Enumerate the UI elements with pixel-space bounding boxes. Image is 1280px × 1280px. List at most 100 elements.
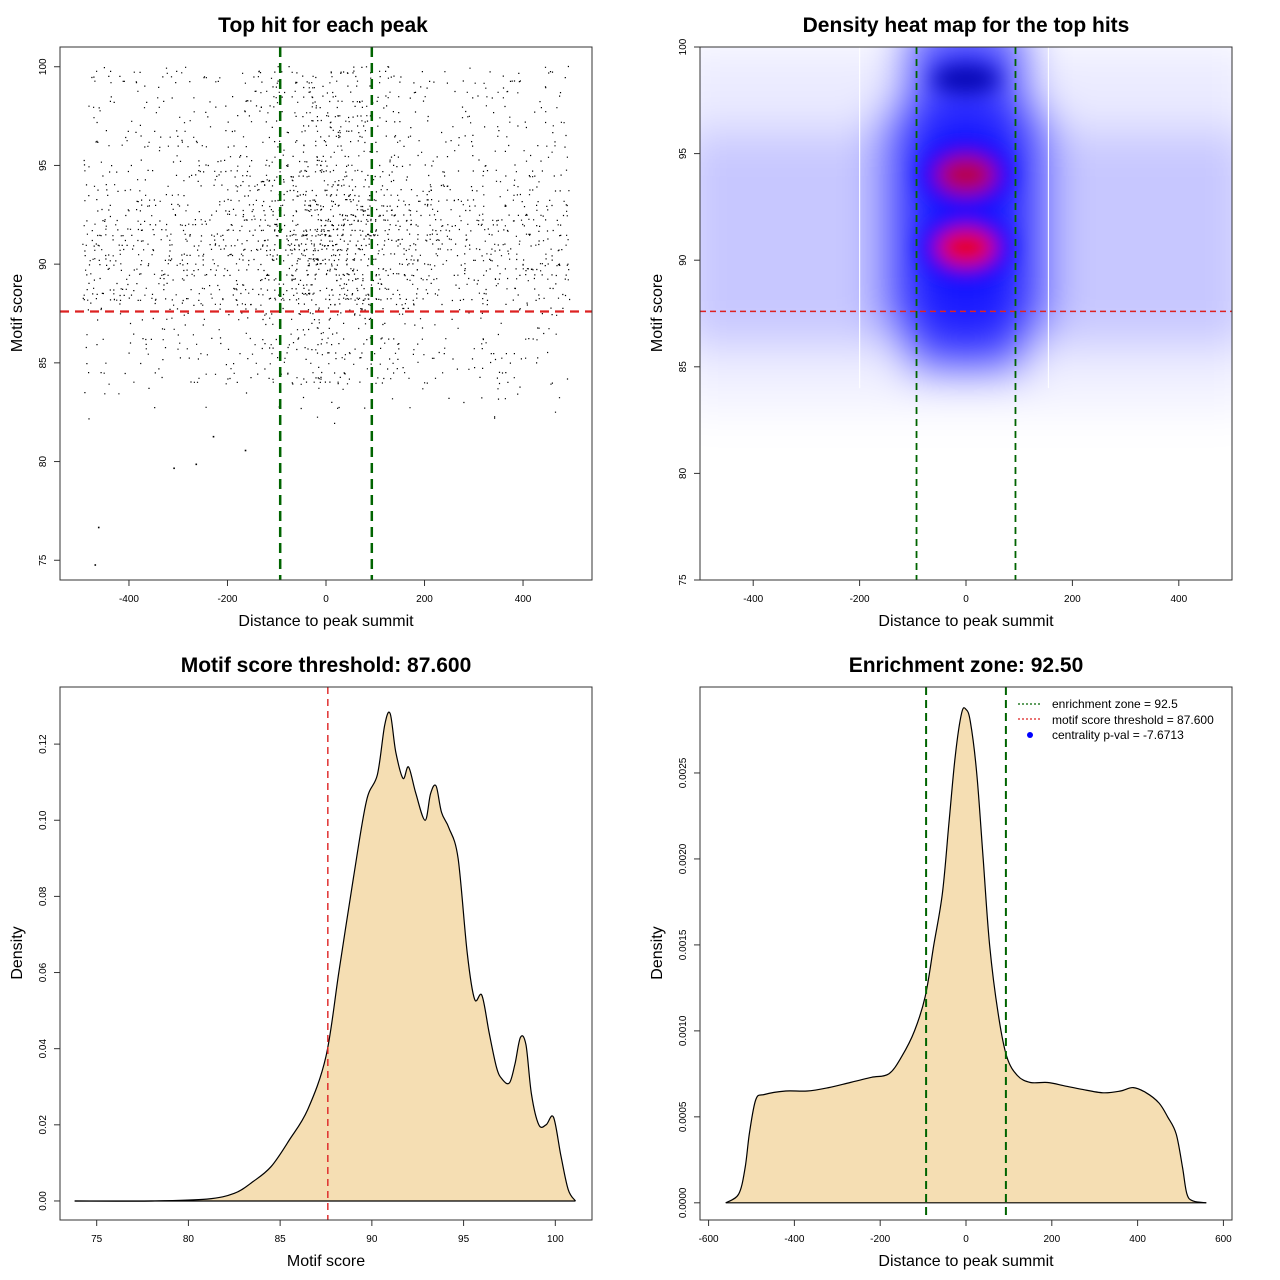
y-tick-label: 0.02: [38, 1115, 49, 1135]
scatter-panel: Top hit for each peak -400 -200 0 200 400 75…: [9, 14, 593, 630]
y-tick-label: 0.04: [38, 1039, 49, 1059]
scatter-y-label: Motif score: [9, 274, 26, 352]
x-tick-label: -400: [784, 1234, 804, 1245]
density-curve: [74, 711, 577, 1202]
scatter-points: [82, 65, 571, 566]
y-tick-label: 0.12: [38, 734, 49, 754]
x-tick-label: 95: [458, 1234, 470, 1245]
heatmap-y-ticks: 75 80 85 90 95 100: [678, 38, 700, 586]
x-tick-label: 200: [1064, 594, 1081, 605]
scatter-title: Top hit for each peak: [218, 14, 428, 37]
x-tick-label: 0: [323, 594, 329, 605]
legend-enrichment-label: enrichment zone = 92.5: [1052, 697, 1178, 711]
x-tick-label: -400: [743, 594, 763, 605]
x-tick-label: -600: [699, 1234, 719, 1245]
distance-density-legend: enrichment zone = 92.5 motif score thres…: [1018, 697, 1214, 742]
y-tick-label: 90: [678, 254, 689, 266]
score-density-x-ticks: 75 80 85 90 95 100: [91, 1220, 564, 1245]
score-density-x-label: Motif score: [287, 1253, 365, 1270]
y-tick-label: 80: [678, 467, 689, 479]
y-tick-label: 80: [38, 456, 49, 468]
y-tick-label: 95: [38, 159, 49, 171]
scatter-outlier-point: [195, 463, 198, 466]
legend-pval-label: centrality p-val = -7.6713: [1052, 728, 1184, 742]
x-tick-label: 200: [1043, 1234, 1060, 1245]
scatter-outlier-point: [212, 435, 215, 438]
heatmap-y-label: Motif score: [649, 274, 666, 352]
y-tick-label: 100: [38, 58, 49, 75]
x-tick-label: 400: [1129, 1234, 1146, 1245]
score-density-y-label: Density: [9, 926, 26, 979]
scatter-outlier-point: [173, 467, 175, 470]
scatter-x-label: Distance to peak summit: [238, 613, 414, 630]
score-density-y-ticks: 0.00 0.02 0.04 0.06 0.08 0.10 0.12: [38, 734, 60, 1211]
legend-threshold-label: motif score threshold = 87.600: [1052, 713, 1214, 727]
scatter-outlier-point: [97, 526, 100, 529]
x-tick-label: 80: [183, 1234, 195, 1245]
x-tick-label: 100: [547, 1234, 564, 1245]
distance-density-plot: [725, 687, 1207, 1220]
heatmap-panel: Density heat map for the top hits -400 -2…: [649, 14, 1233, 630]
scatter-plot-frame: [59, 46, 593, 581]
heatmap-reference-lines: [700, 47, 1232, 580]
score-density-plot-frame: [59, 686, 593, 1221]
y-tick-label: 100: [678, 38, 689, 55]
distance-density-y-ticks: 0.0000 0.0005 0.0010 0.0015 0.0020 0.0025: [678, 757, 700, 1218]
density-area: [74, 712, 576, 1202]
score-density-title: Motif score threshold: 87.600: [181, 654, 472, 677]
x-tick-label: -200: [850, 594, 870, 605]
heatmap-x-ticks: -400 -200 0 200 400: [743, 580, 1188, 605]
x-tick-label: 400: [1170, 594, 1187, 605]
x-tick-label: 85: [275, 1234, 287, 1245]
heatmap-hotspot-core: [936, 154, 996, 195]
y-tick-label: 0.06: [38, 962, 49, 982]
legend-pval-point: [1027, 732, 1033, 738]
scatter-y-ticks: 75 80 85 90 95 100: [38, 58, 60, 566]
scatter-outlier-point: [244, 449, 247, 452]
scatter-reference-lines: [60, 47, 592, 580]
x-tick-label: -200: [870, 1234, 890, 1245]
heatmap-hotspot: [932, 64, 1000, 93]
density-curve: [725, 707, 1207, 1204]
heatmap-hotspot-core: [936, 227, 996, 268]
y-tick-label: 85: [678, 361, 689, 373]
distance-density-x-label: Distance to peak summit: [878, 1253, 1054, 1270]
heatmap-density: [700, 47, 1232, 580]
score-density-panel: Motif score threshold: 87.600 75 80 85 90 95…: [9, 654, 593, 1270]
scatter-outlier-point: [94, 564, 97, 566]
y-tick-label: 0.0025: [678, 757, 689, 788]
x-tick-label: 0: [963, 594, 969, 605]
y-tick-label: 0.0000: [678, 1187, 689, 1218]
y-tick-label: 75: [678, 574, 689, 586]
y-tick-label: 0.0020: [678, 843, 689, 874]
y-tick-label: 95: [678, 148, 689, 160]
x-tick-label: 200: [416, 594, 433, 605]
x-tick-label: 600: [1215, 1234, 1232, 1245]
scatter-x-ticks: -400 -200 0 200 400: [119, 580, 532, 605]
x-tick-label: 90: [366, 1234, 378, 1245]
y-tick-label: 0.08: [38, 886, 49, 906]
y-tick-label: 0.10: [38, 810, 49, 830]
y-tick-label: 0.00: [38, 1191, 49, 1211]
x-tick-label: 400: [515, 594, 532, 605]
x-tick-label: -200: [217, 594, 237, 605]
x-tick-label: 75: [91, 1234, 103, 1245]
distance-density-y-label: Density: [649, 926, 666, 979]
heatmap-x-label: Distance to peak summit: [878, 613, 1054, 630]
x-tick-label: 0: [963, 1234, 969, 1245]
scatter-point-cloud: [82, 65, 571, 425]
y-tick-label: 0.0005: [678, 1101, 689, 1132]
y-tick-label: 0.0010: [678, 1015, 689, 1046]
heatmap-hot-layer: [920, 64, 1012, 280]
y-tick-label: 0.0015: [678, 929, 689, 960]
y-tick-label: 85: [38, 357, 49, 369]
distance-density-x-ticks: -600 -400 -200 0 200 400 600: [699, 1220, 1232, 1245]
density-area: [725, 707, 1207, 1203]
distance-density-panel: Enrichment zone: 92.50 -600 -400 -200 0 200 4…: [649, 654, 1233, 1270]
heatmap-title: Density heat map for the top hits: [803, 14, 1130, 37]
score-density-plot: [74, 687, 577, 1220]
distance-density-title: Enrichment zone: 92.50: [849, 654, 1084, 677]
x-tick-label: -400: [119, 594, 139, 605]
y-tick-label: 75: [38, 554, 49, 566]
